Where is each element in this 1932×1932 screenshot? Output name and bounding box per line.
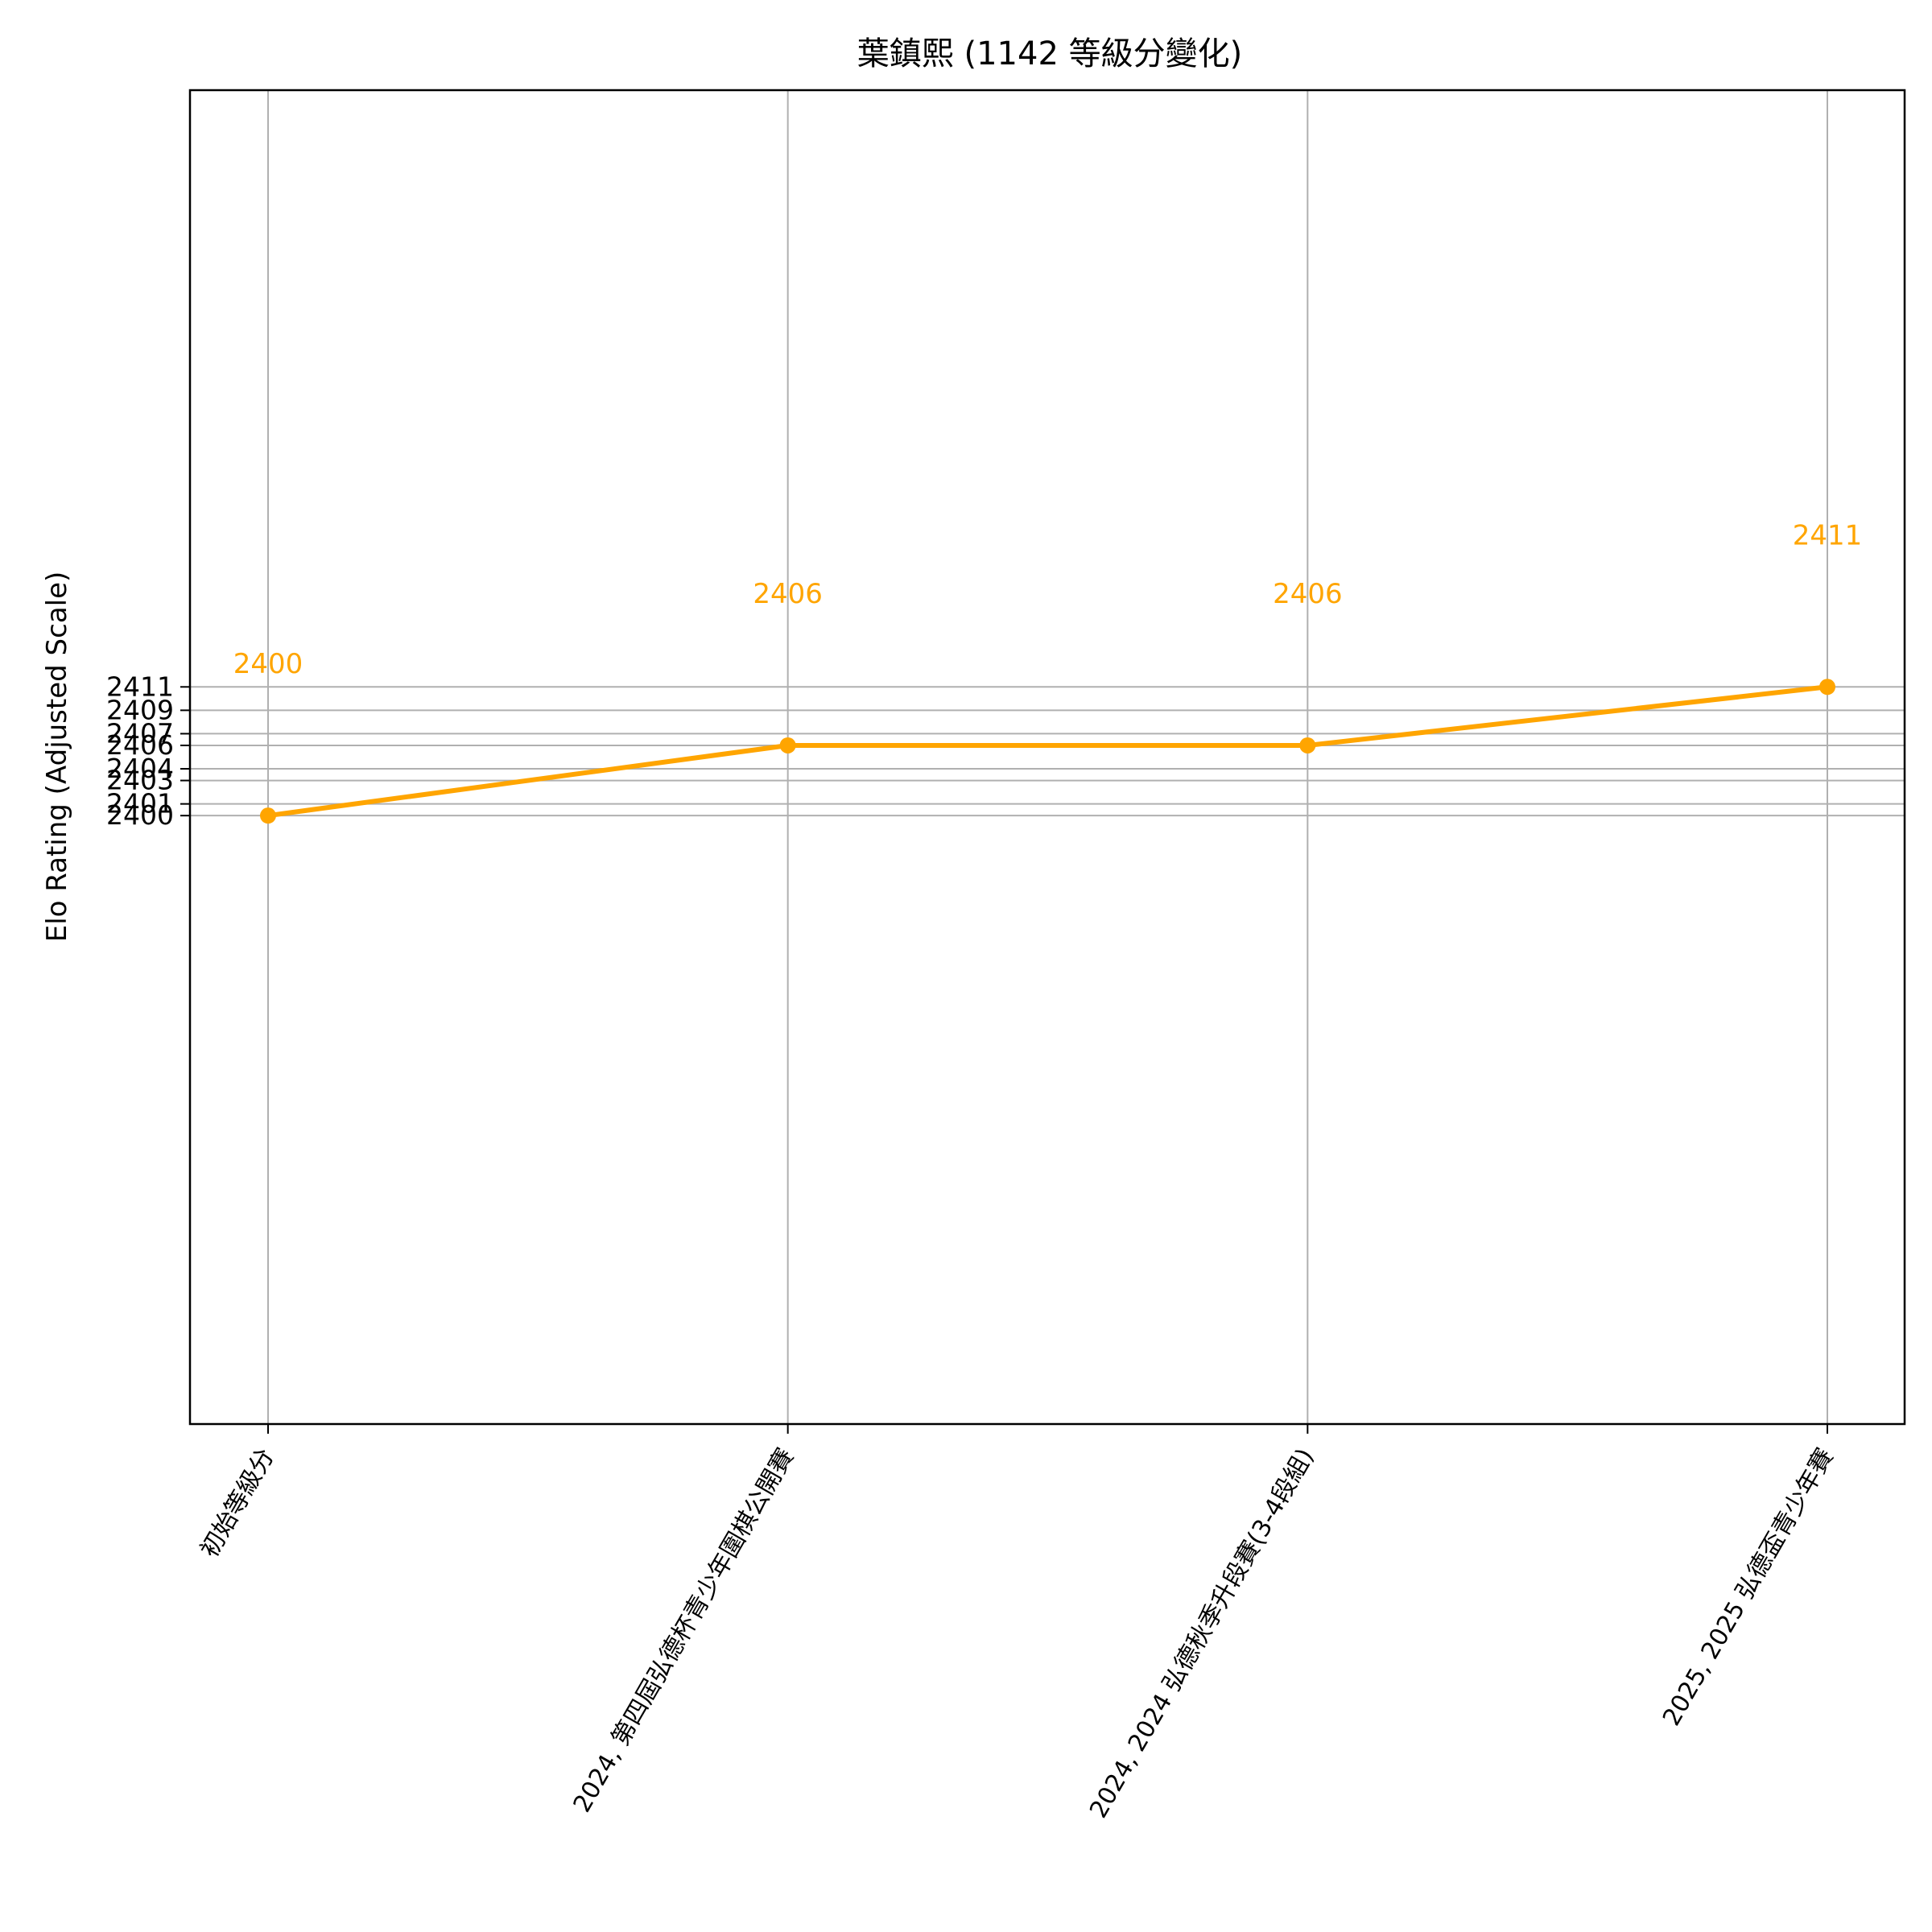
- series-line: [266, 684, 1830, 819]
- y-tick-label: 2401: [106, 788, 174, 819]
- y-axis-label: Elo Rating (Adjusted Scale): [41, 572, 73, 943]
- y-tick-label: 2400: [106, 799, 174, 831]
- x-tick-label: 2025, 2025 弘德盃青少年賽: [1657, 1444, 1839, 1731]
- grid-layer: [190, 90, 1905, 1424]
- label-layer: 2400 2406 2406 2411: [233, 519, 1863, 680]
- plot-frame: [188, 89, 1906, 1426]
- y-tick-label: 2409: [106, 694, 174, 725]
- y-tick-label: 2406: [106, 729, 174, 761]
- data-point: [779, 737, 796, 753]
- data-point: [1299, 737, 1316, 753]
- x-tick-label: 2024, 第四屆弘德杯青少年圍棋公開賽: [568, 1444, 800, 1818]
- data-point: [260, 807, 276, 824]
- data-label: 2400: [233, 648, 303, 680]
- data-label: 2406: [753, 578, 823, 610]
- y-tick-label: 2403: [106, 765, 174, 796]
- y-tick-label: 2407: [106, 717, 174, 749]
- chart-title: 葉鎮熙 (1142 等級分變化): [857, 35, 1242, 72]
- y-tick-label: 2404: [106, 753, 174, 784]
- y-tick-label: 2411: [106, 671, 174, 702]
- x-tick-label: 2024, 2024 弘德秋季升段賽(3-4段組): [1084, 1444, 1319, 1823]
- series-layer: [260, 679, 1835, 824]
- data-label: 2411: [1793, 519, 1863, 551]
- data-label: 2406: [1273, 578, 1343, 610]
- x-tick-label: 初始等級分: [196, 1444, 280, 1563]
- data-point: [1819, 679, 1835, 696]
